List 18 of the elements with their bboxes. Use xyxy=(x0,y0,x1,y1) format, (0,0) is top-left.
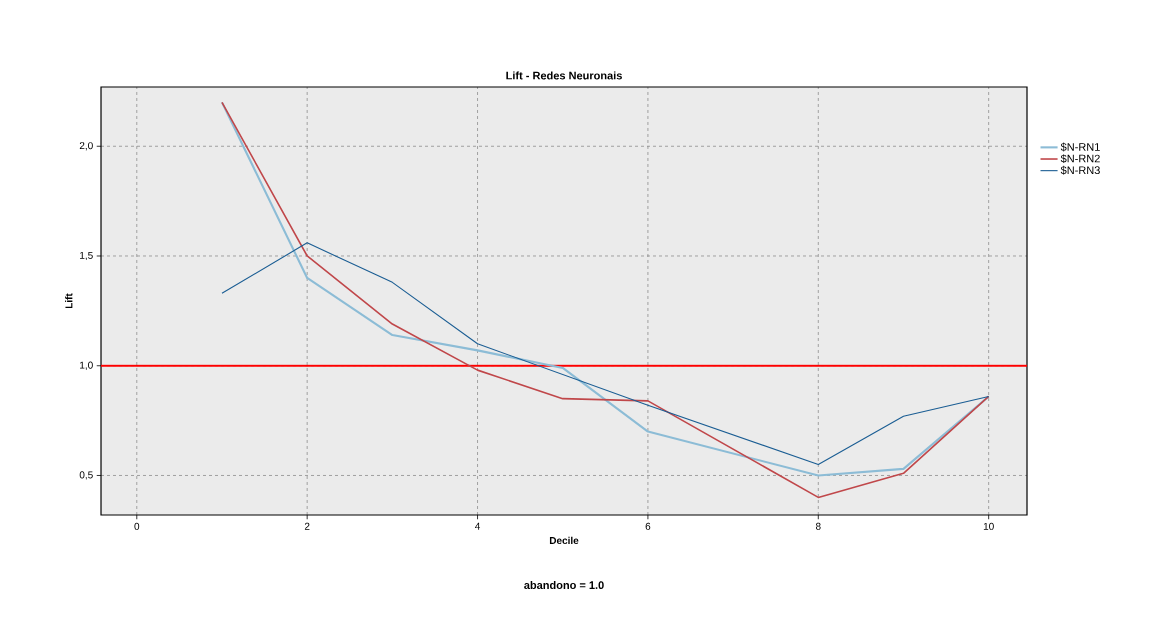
chart-title: Lift - Redes Neuronais xyxy=(506,71,622,80)
x-tick-label: 4 xyxy=(475,522,481,530)
x-tick-label: 0 xyxy=(134,522,140,530)
x-tick-label: 10 xyxy=(983,522,994,530)
y-tick-label: 1,5 xyxy=(80,251,93,261)
legend-label: $N-RN1 xyxy=(1060,142,1100,152)
x-tick-label: 2 xyxy=(304,522,310,530)
y-tick-label: 1,0 xyxy=(80,361,93,370)
x-tick-label: 6 xyxy=(645,522,651,530)
x-tick-label: 8 xyxy=(815,522,821,530)
x-axis-title: Decile xyxy=(549,536,579,545)
line-series xyxy=(221,242,990,466)
y-axis-title: Lift xyxy=(65,293,73,309)
legend-label: $N-RN2 xyxy=(1060,154,1100,164)
text: abandono = 1.0 xyxy=(524,580,604,590)
legend-label: $N-RN3 xyxy=(1060,165,1100,175)
y-tick-label: 2,0 xyxy=(79,142,93,151)
y-tick-label: 0,5 xyxy=(79,471,93,480)
